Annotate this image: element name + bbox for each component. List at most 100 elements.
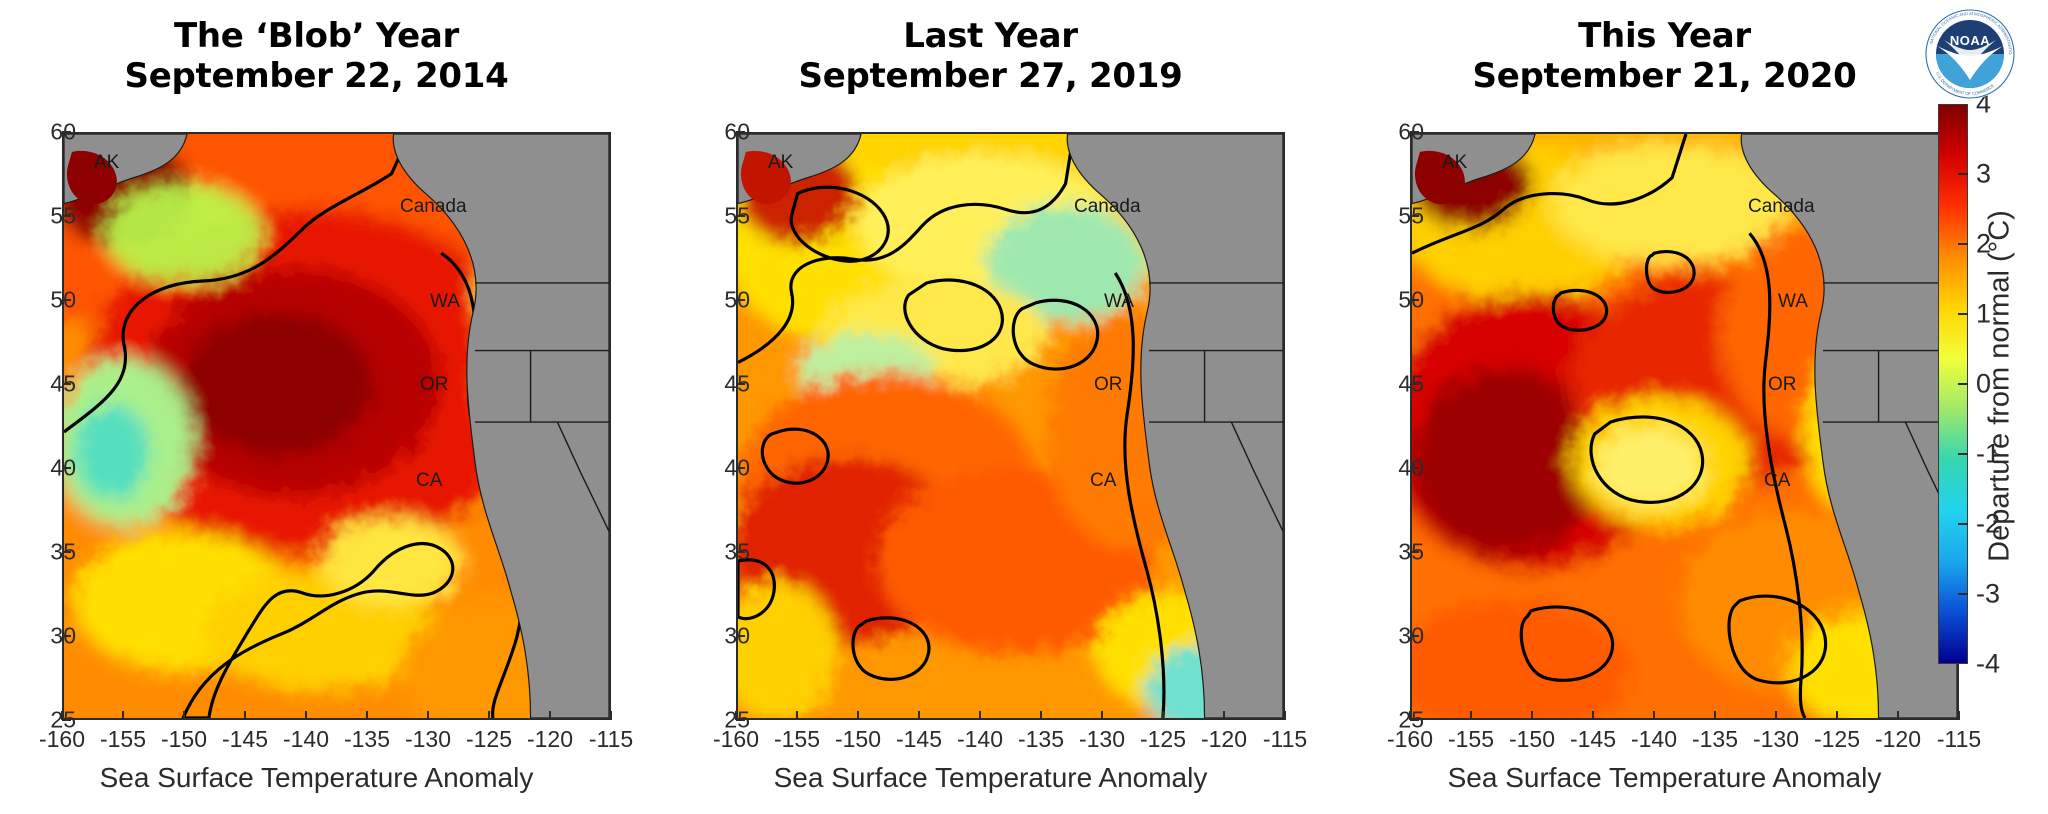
- colorbar-tick-mark: [1958, 243, 1968, 245]
- colorbar-tick-mark: [1958, 313, 1968, 315]
- x-axis-tick-mark: [122, 711, 124, 720]
- x-axis-tick-label: -160: [38, 726, 86, 752]
- panel-title-3: This Year September 21, 2020: [1348, 16, 1981, 96]
- x-axis-tick-label: -130: [404, 726, 452, 752]
- panel-title-line2: September 21, 2020: [1472, 56, 1857, 96]
- noaa-logo: NOAA NATIONAL OCEANIC AND ATMOSPHERIC AD…: [1924, 8, 2016, 100]
- x-axis-tick-label: -145: [895, 726, 943, 752]
- y-axis-tick-mark: [1410, 215, 1419, 217]
- x-axis-tick-label: -120: [526, 726, 574, 752]
- x-axis-tick-label: -155: [773, 726, 821, 752]
- panel-title-line1: Last Year: [903, 16, 1078, 56]
- colorbar-tick-mark: [1958, 383, 1968, 385]
- x-axis-tick-label: -150: [1508, 726, 1556, 752]
- colorbar-tick-mark: [1958, 453, 1968, 455]
- x-axis-tick-mark: [1101, 711, 1103, 720]
- x-axis-tick-label: -115: [1262, 726, 1308, 752]
- plot-area-1[interactable]: AK Canada WA OR CA: [62, 132, 611, 720]
- colorbar-tick-mark: [1958, 593, 1968, 595]
- panel-title-line2: September 27, 2019: [798, 56, 1183, 96]
- y-axis-tick-mark: [1410, 299, 1419, 301]
- panel-title-line2: September 22, 2014: [124, 56, 509, 96]
- geo-label-canada: Canada: [1748, 196, 1815, 217]
- colorbar-tick-label: 2: [1976, 228, 1992, 259]
- geo-label-or: OR: [1768, 374, 1797, 395]
- plot-area-2[interactable]: AK Canada WA OR CA: [736, 132, 1285, 720]
- x-axis-tick-mark: [488, 711, 490, 720]
- panel-title-line1: This Year: [1578, 16, 1751, 56]
- x-axis-tick-mark: [918, 711, 920, 720]
- y-axis-tick-mark: [1410, 719, 1419, 721]
- x-axis-tick-label: -135: [1691, 726, 1739, 752]
- x-axis-tick-mark: [1162, 711, 1164, 720]
- x-axis-tick-mark: [1958, 711, 1960, 720]
- x-axis-tick-mark: [1040, 711, 1042, 720]
- x-axis-tick-mark: [427, 711, 429, 720]
- x-axis-tick-mark: [183, 711, 185, 720]
- sst-anomaly-map-2: [738, 134, 1283, 718]
- map-panel-blob-year: The ‘Blob’ Year September 22, 2014: [0, 0, 633, 814]
- colorbar-tick-mark: [1958, 173, 1968, 175]
- x-axis-tick-label: -140: [1630, 726, 1678, 752]
- plot-area-3[interactable]: AK Canada WA OR CA: [1410, 132, 1959, 720]
- x-axis-tick-label: -130: [1078, 726, 1126, 752]
- x-axis-tick-label: -150: [834, 726, 882, 752]
- y-axis-tick-mark: [62, 215, 71, 217]
- x-axis-tick-mark: [1223, 711, 1225, 720]
- y-axis-tick-mark: [736, 131, 745, 133]
- y-axis-tick-mark: [736, 299, 745, 301]
- map-panel-this-year: This Year September 21, 2020: [1348, 0, 1981, 814]
- x-axis-tick-mark: [1531, 711, 1533, 720]
- x-axis-tick-mark: [1470, 711, 1472, 720]
- x-axis-tick-label: -115: [1936, 726, 1982, 752]
- geo-label-ca: CA: [416, 470, 443, 491]
- colorbar: Departure from normal (°C) 4 3 2 1 0 -1 -2 -3 -4: [1938, 89, 2048, 724]
- y-axis-tick-mark: [62, 131, 71, 133]
- x-axis-tick-mark: [305, 711, 307, 720]
- geo-label-or: OR: [1094, 374, 1123, 395]
- colorbar-tick-label: -3: [1976, 578, 2001, 609]
- x-axis-tick-label: -145: [221, 726, 269, 752]
- x-axis-tick-label: -115: [588, 726, 634, 752]
- x-axis-tick-label: -145: [1569, 726, 1617, 752]
- x-axis-tick-label: -135: [1017, 726, 1065, 752]
- geo-label-ca: CA: [1090, 470, 1117, 491]
- geo-label-wa: WA: [1104, 291, 1134, 312]
- x-axis-tick-mark: [1897, 711, 1899, 720]
- x-axis-tick-label: -155: [99, 726, 147, 752]
- y-axis-tick-mark: [736, 383, 745, 385]
- colorbar-tick-mark: [1958, 523, 1968, 525]
- svg-text:NOAA: NOAA: [1950, 33, 1990, 48]
- x-axis-tick-mark: [796, 711, 798, 720]
- x-axis-tick-mark: [549, 711, 551, 720]
- x-axis-tick-mark: [979, 711, 981, 720]
- x-axis-tick-mark: [366, 711, 368, 720]
- map-panel-last-year: Last Year September 27, 2019: [674, 0, 1307, 814]
- x-axis-tick-label: -125: [465, 726, 513, 752]
- y-axis-tick-mark: [736, 635, 745, 637]
- x-axis-tick-mark: [857, 711, 859, 720]
- y-axis-tick-mark: [736, 551, 745, 553]
- x-axis-tick-label: -150: [160, 726, 208, 752]
- x-axis-tick-label: -120: [1200, 726, 1248, 752]
- colorbar-tick-label: 1: [1976, 298, 1992, 329]
- y-axis-tick-mark: [1410, 635, 1419, 637]
- x-axis-tick-label: -130: [1752, 726, 1800, 752]
- y-axis-tick-mark: [736, 719, 745, 721]
- sst-anomaly-map-1: [64, 134, 609, 718]
- x-axis-label-1: Sea Surface Temperature Anomaly: [99, 762, 534, 793]
- x-axis-tick-mark: [1653, 711, 1655, 720]
- x-axis-tick-label: -160: [1386, 726, 1434, 752]
- geo-label-ca: CA: [1764, 470, 1791, 491]
- x-axis-tick-mark: [735, 711, 737, 720]
- geo-label-ak: AK: [768, 152, 794, 173]
- x-axis-tick-mark: [610, 711, 612, 720]
- y-axis-tick-mark: [736, 467, 745, 469]
- x-axis-tick-label: -125: [1139, 726, 1187, 752]
- panel-title-2: Last Year September 27, 2019: [674, 16, 1307, 96]
- geo-label-canada: Canada: [1074, 196, 1141, 217]
- x-axis-tick-mark: [1409, 711, 1411, 720]
- geo-label-canada: Canada: [400, 196, 467, 217]
- y-axis-tick-mark: [62, 383, 71, 385]
